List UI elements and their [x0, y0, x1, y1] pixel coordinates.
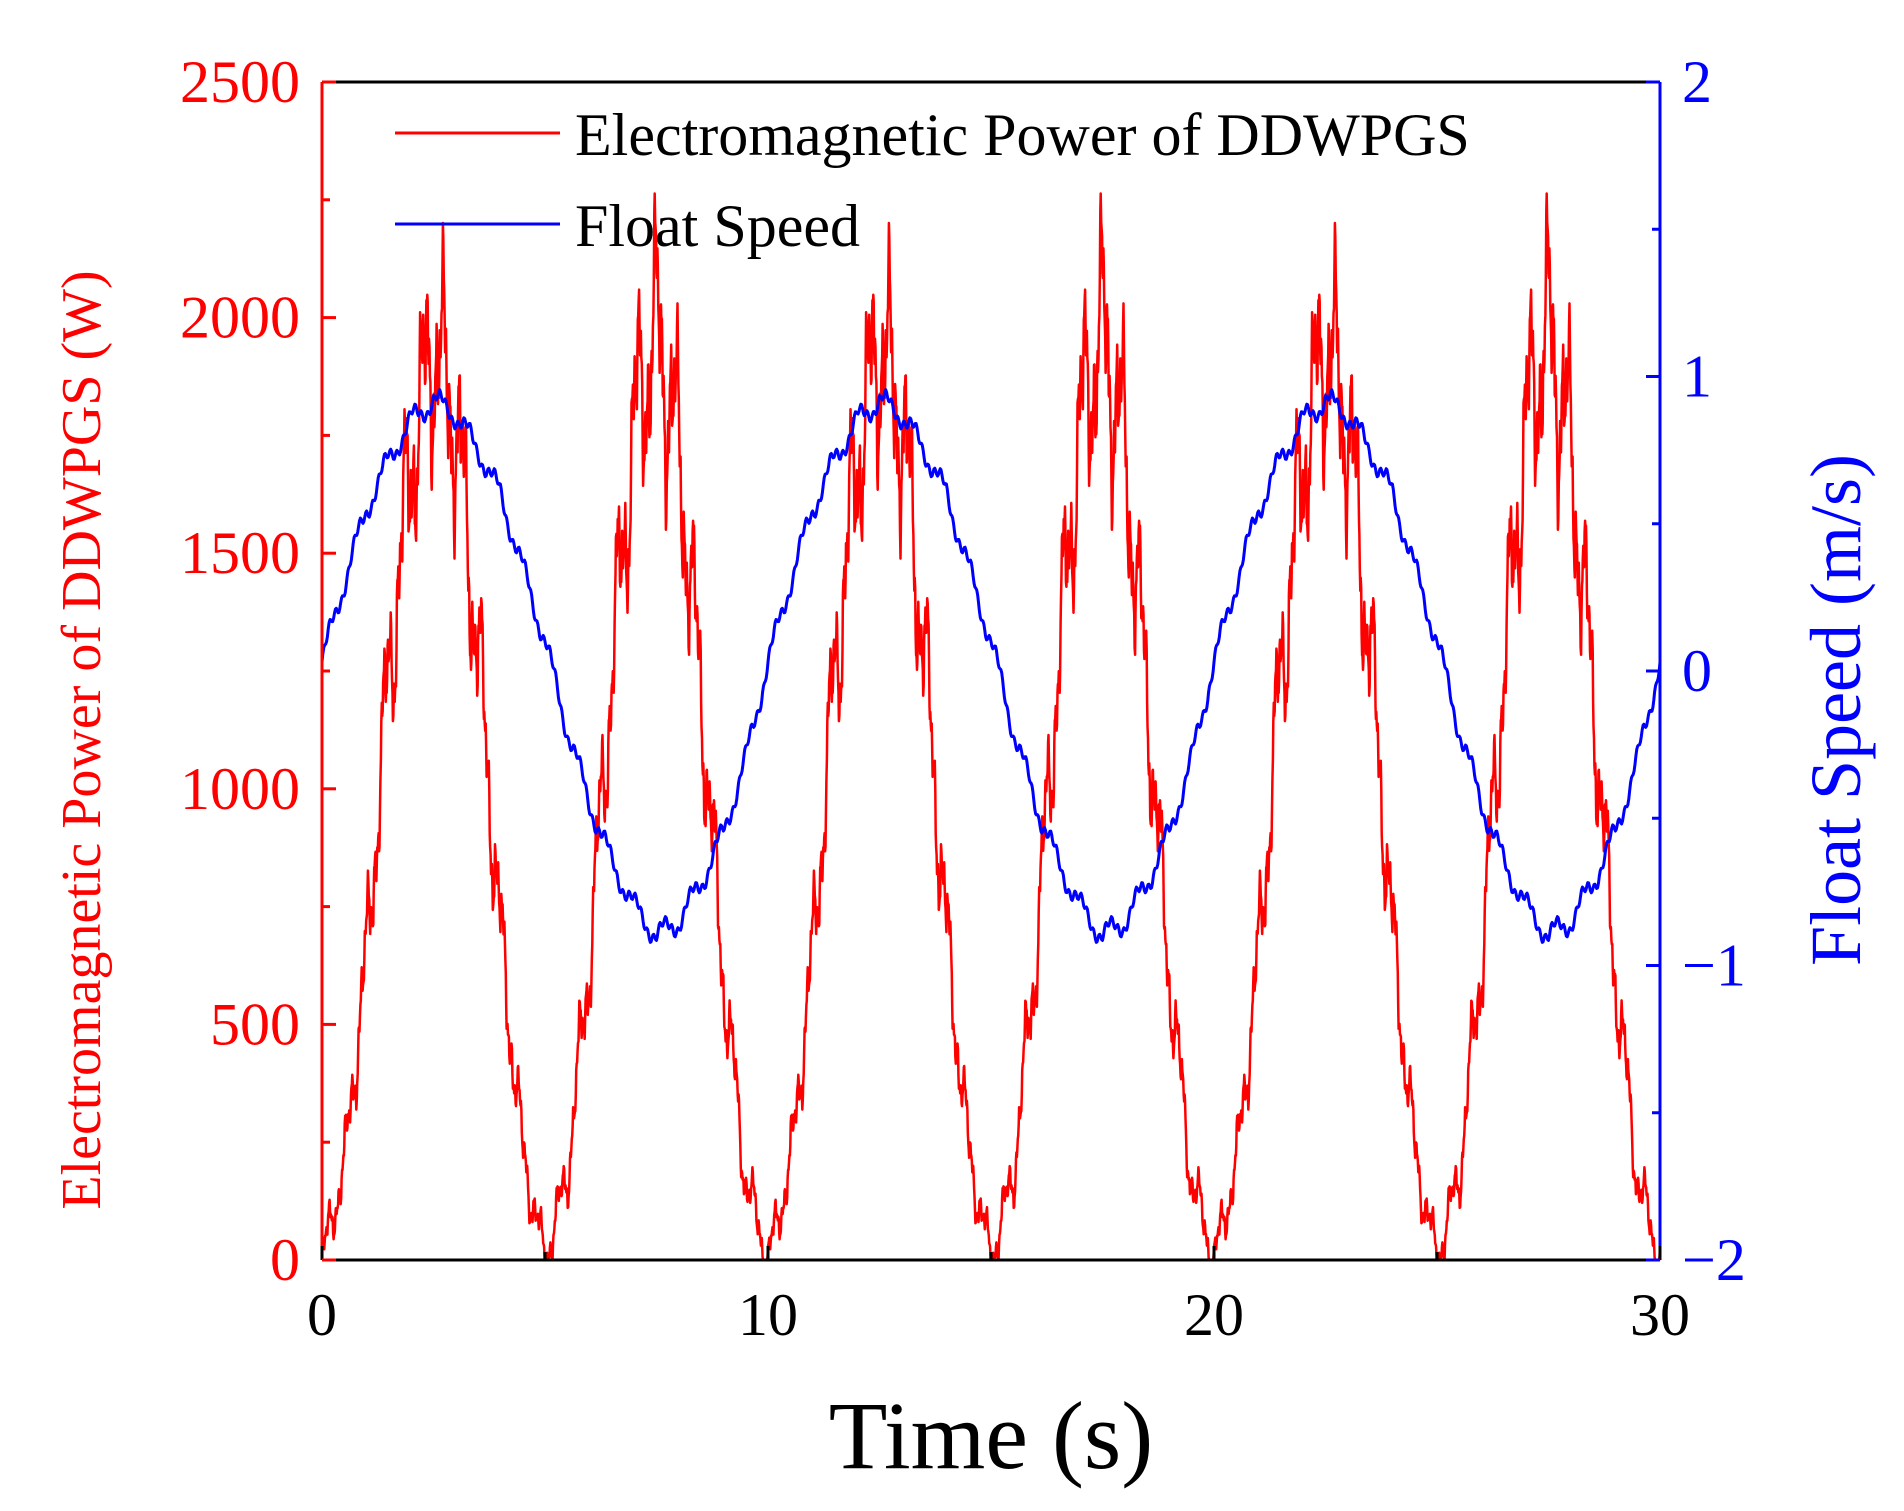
right-tick-label: −1: [1682, 933, 1746, 999]
x-axis-ticks: 0 10 20 30: [307, 1246, 1690, 1348]
right-tick-label: 2: [1682, 49, 1712, 115]
x-tick-label: 20: [1184, 1282, 1244, 1348]
left-tick-label: 2500: [180, 49, 300, 115]
left-tick-label: 0: [270, 1227, 300, 1293]
left-tick-label: 1000: [180, 756, 300, 822]
left-tick-label: 500: [210, 991, 300, 1057]
right-axis-title: Float Speed (m/s): [1796, 454, 1876, 966]
right-tick-label: −2: [1682, 1227, 1746, 1293]
x-tick-label: 30: [1630, 1282, 1690, 1348]
legend-label-power: Electromagnetic Power of DDWPGS: [575, 102, 1470, 168]
float-speed-series-line: [320, 388, 1662, 944]
right-tick-label: 0: [1682, 638, 1712, 704]
x-tick-label: 0: [307, 1282, 337, 1348]
right-tick-label: 1: [1682, 344, 1712, 410]
left-tick-label: 2000: [180, 285, 300, 351]
left-tick-label: 1500: [180, 520, 300, 586]
right-axis-ticks: −2 −1 0 1 2: [1646, 49, 1746, 1293]
left-axis-title: Electromagnetic Power of DDWPGS (W): [51, 270, 113, 1209]
x-tick-label: 10: [738, 1282, 798, 1348]
x-axis-title: Time (s): [829, 1382, 1154, 1489]
legend: Electromagnetic Power of DDWPGS Float Sp…: [395, 102, 1470, 259]
left-axis-ticks: 0 500 1000 1500 2000 2500: [180, 49, 336, 1293]
legend-label-speed: Float Speed: [575, 193, 860, 259]
